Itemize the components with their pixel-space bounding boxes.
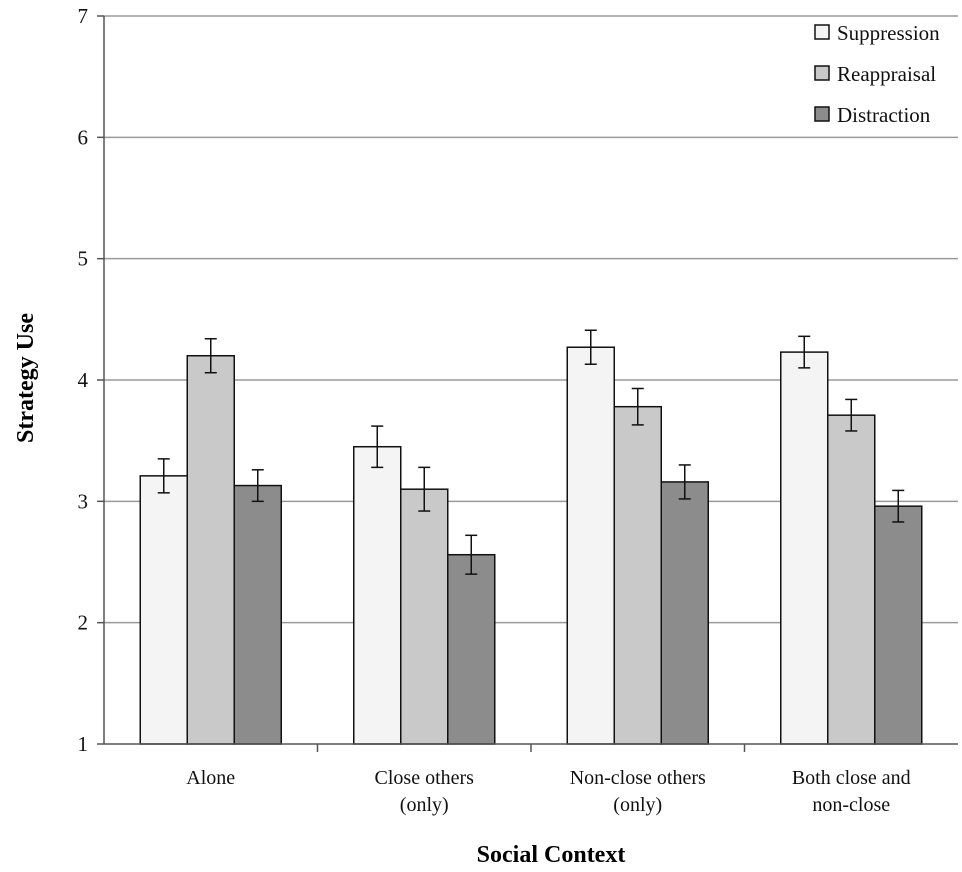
error-bar-suppression-2 (584, 329, 597, 365)
error-bar-reappraisal-1 (418, 466, 431, 512)
legend-swatch-reappraisal (814, 65, 830, 81)
legend: Suppression Reappraisal Distraction (814, 21, 940, 127)
y-tick-label-6: 6 (78, 125, 89, 149)
error-bars (157, 329, 905, 575)
x-axis-category-labels: Alone Close others (only) Non-close others(… (186, 767, 910, 816)
x-category-label-3: Both close and non-close (792, 767, 911, 816)
error-bar-distraction-1 (465, 534, 478, 575)
x-category-label-1: Close others (only) (375, 767, 475, 816)
bar-reappraisal-3 (827, 414, 876, 745)
legend-swatch-suppression (814, 24, 830, 40)
bar-reappraisal-0 (186, 354, 235, 745)
legend-label-distraction: Distraction (837, 103, 931, 127)
bar-reappraisal-1 (400, 488, 449, 745)
legend-swatch-distraction (814, 106, 830, 122)
y-tick-label-3: 3 (78, 489, 89, 513)
y-tick-label-4: 4 (78, 368, 89, 392)
error-bar-distraction-0 (251, 469, 264, 503)
legend-label-suppression: Suppression (837, 21, 940, 45)
axes (103, 16, 958, 752)
bar-distraction-1 (447, 553, 496, 745)
legend-item-suppression: Suppression (814, 21, 940, 45)
error-bar-reappraisal-3 (845, 398, 858, 432)
legend-label-reappraisal: Reappraisal (837, 62, 936, 86)
x-category-label-2: Non-close others (only) (570, 767, 706, 816)
error-bar-suppression-0 (157, 458, 170, 494)
y-tick-label-5: 5 (78, 247, 89, 271)
error-bar-suppression-3 (798, 335, 811, 369)
bar-distraction-0 (233, 484, 282, 745)
y-axis-ticks: 1 2 3 4 5 6 7 (78, 4, 104, 756)
bar-suppression-2 (566, 346, 615, 745)
y-axis-title: Strategy Use (13, 313, 39, 443)
x-axis-title: Social Context (477, 842, 626, 868)
bars (139, 346, 923, 745)
error-bar-distraction-2 (678, 464, 691, 500)
error-bar-reappraisal-0 (204, 337, 217, 374)
x-category-label-0: Alone (186, 767, 235, 789)
error-bar-distraction-3 (892, 489, 905, 523)
bar-distraction-2 (660, 481, 709, 745)
y-tick-label-1: 1 (78, 732, 89, 756)
y-tick-label-7: 7 (78, 4, 89, 28)
y-tick-label-2: 2 (78, 611, 89, 635)
bar-suppression-1 (353, 445, 402, 745)
bar-reappraisal-2 (613, 405, 662, 745)
bar-distraction-3 (874, 505, 923, 745)
legend-item-distraction: Distraction (814, 103, 931, 127)
bar-suppression-3 (780, 351, 829, 745)
error-bar-reappraisal-2 (631, 387, 644, 426)
error-bar-suppression-1 (371, 425, 384, 469)
legend-item-reappraisal: Reappraisal (814, 62, 936, 86)
bar-suppression-0 (139, 475, 188, 745)
